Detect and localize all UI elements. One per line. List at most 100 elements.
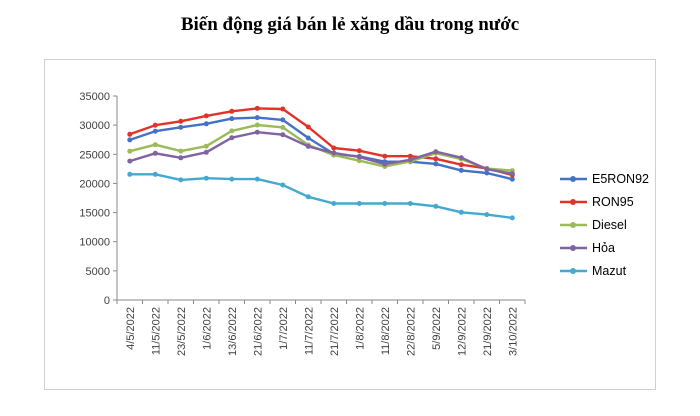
legend-item-ron95: RON95 bbox=[560, 195, 649, 209]
series-marker-ron95 bbox=[458, 162, 464, 168]
x-tick-label: 23/5/2022 bbox=[176, 307, 188, 356]
series-marker-mazut bbox=[203, 175, 209, 181]
series-marker-mazut bbox=[331, 201, 337, 206]
series-marker-ron95 bbox=[254, 105, 260, 111]
series-marker-mazut bbox=[127, 171, 133, 177]
series-line-ron95 bbox=[128, 107, 514, 177]
series-marker-ron95 bbox=[127, 131, 133, 137]
legend-item-diesel: Diesel bbox=[560, 218, 649, 232]
series-marker-mazut bbox=[484, 212, 490, 218]
series-marker-diesel bbox=[152, 142, 158, 148]
chart-title: Biến động giá bán lẻ xăng dầu trong nước bbox=[180, 14, 520, 35]
series-marker-hỏa bbox=[458, 155, 464, 161]
y-tick-label: 20000 bbox=[79, 178, 110, 190]
legend-marker-icon bbox=[560, 198, 588, 205]
legend-label: E5RON92 bbox=[592, 171, 649, 186]
series-marker-hỏa bbox=[407, 157, 413, 163]
legend-marker-icon bbox=[560, 244, 588, 251]
x-tick-label: 3/10/2022 bbox=[507, 307, 519, 356]
series-marker-e5ron92 bbox=[433, 161, 439, 167]
legend-item-hỏa: Hỏa bbox=[560, 241, 649, 255]
series-marker-e5ron92 bbox=[458, 167, 464, 173]
y-tick-label: 30000 bbox=[79, 120, 110, 132]
x-tick-label: 11/8/2022 bbox=[380, 307, 392, 355]
chart-frame: 0 5000 10000 15000 20000 25000 30000 35000 4/5/2… bbox=[44, 59, 656, 390]
series-marker-hỏa bbox=[127, 158, 133, 164]
series-marker-mazut bbox=[152, 171, 158, 177]
series-marker-mazut bbox=[356, 201, 362, 206]
series-marker-ron95 bbox=[178, 118, 184, 124]
series-marker-e5ron92 bbox=[178, 124, 184, 130]
series-marker-e5ron92 bbox=[484, 170, 490, 176]
series-marker-mazut bbox=[229, 176, 235, 182]
series-marker-mazut bbox=[280, 182, 286, 188]
x-tick-label: 1/6/2022 bbox=[201, 307, 213, 350]
y-tick-label: 10000 bbox=[79, 237, 110, 249]
series-marker-mazut bbox=[178, 177, 184, 183]
legend-label: Diesel bbox=[592, 217, 627, 232]
x-tick-label: 4/5/2022 bbox=[125, 307, 137, 350]
series-line-e5ron92 bbox=[128, 116, 514, 181]
x-tick-label: 13/6/2022 bbox=[227, 307, 239, 356]
series-marker-e5ron92 bbox=[509, 176, 515, 182]
legend-item-e5ron92: E5RON92 bbox=[560, 172, 649, 186]
series-marker-ron95 bbox=[203, 113, 209, 119]
series-marker-ron95 bbox=[152, 122, 158, 128]
series-marker-diesel bbox=[280, 124, 286, 130]
series-marker-ron95 bbox=[280, 106, 286, 112]
series-marker-e5ron92 bbox=[254, 115, 260, 121]
series-marker-diesel bbox=[356, 158, 362, 164]
series-marker-mazut bbox=[509, 215, 515, 221]
legend-item-mazut: Mazut bbox=[560, 264, 649, 278]
legend-label: Mazut bbox=[592, 263, 627, 278]
series-marker-ron95 bbox=[433, 156, 439, 162]
x-tick-label: 22/8/2022 bbox=[405, 307, 417, 356]
series-marker-diesel bbox=[178, 148, 184, 154]
series-marker-ron95 bbox=[356, 148, 362, 154]
series-marker-hỏa bbox=[331, 150, 337, 156]
series-marker-hỏa bbox=[356, 154, 362, 160]
series-marker-mazut bbox=[254, 176, 260, 182]
line-chart: 0 5000 10000 15000 20000 25000 30000 35000 4/5/2… bbox=[79, 91, 526, 356]
series-marker-hỏa bbox=[305, 143, 311, 149]
series-marker-diesel bbox=[203, 143, 209, 149]
y-tick-label: 25000 bbox=[79, 149, 110, 161]
legend-label: Hỏa bbox=[592, 240, 615, 255]
legend-label: RON95 bbox=[592, 194, 634, 209]
series-marker-ron95 bbox=[407, 153, 413, 159]
series-marker-hỏa bbox=[178, 155, 184, 161]
series-marker-mazut bbox=[305, 194, 311, 200]
x-tick-label: 11/5/2022 bbox=[150, 307, 162, 355]
series-marker-diesel bbox=[254, 122, 260, 128]
series-marker-hỏa bbox=[229, 135, 235, 141]
series-marker-e5ron92 bbox=[305, 135, 311, 141]
series-marker-hỏa bbox=[382, 161, 388, 167]
y-tick-label: 5000 bbox=[86, 266, 110, 278]
series-marker-hỏa bbox=[152, 150, 158, 156]
series-marker-diesel bbox=[127, 148, 133, 154]
series-marker-hỏa bbox=[254, 129, 260, 135]
x-tick-label: 1/7/2022 bbox=[278, 307, 290, 350]
series-marker-diesel bbox=[229, 128, 235, 134]
x-tick-label: 21/7/2022 bbox=[329, 307, 341, 356]
series-marker-mazut bbox=[407, 201, 413, 206]
y-tick-label: 0 bbox=[104, 295, 110, 307]
y-tick-label: 35000 bbox=[79, 91, 110, 103]
series-marker-mazut bbox=[433, 203, 439, 209]
legend-marker-icon bbox=[560, 221, 588, 228]
x-tick-label: 12/9/2022 bbox=[456, 307, 468, 356]
x-tick-label: 21/9/2022 bbox=[482, 307, 494, 356]
x-tick-label: 5/9/2022 bbox=[431, 307, 443, 350]
x-tick-label: 21/6/2022 bbox=[252, 307, 264, 356]
series-marker-ron95 bbox=[382, 153, 388, 159]
series-marker-e5ron92 bbox=[229, 116, 235, 122]
legend-marker-icon bbox=[560, 175, 588, 182]
series-marker-hỏa bbox=[203, 149, 209, 155]
series-marker-ron95 bbox=[305, 124, 311, 130]
series-line-mazut bbox=[128, 173, 514, 220]
series-marker-hỏa bbox=[280, 132, 286, 138]
series-marker-ron95 bbox=[229, 108, 235, 114]
series-marker-e5ron92 bbox=[152, 128, 158, 134]
legend-marker-icon bbox=[560, 267, 588, 274]
